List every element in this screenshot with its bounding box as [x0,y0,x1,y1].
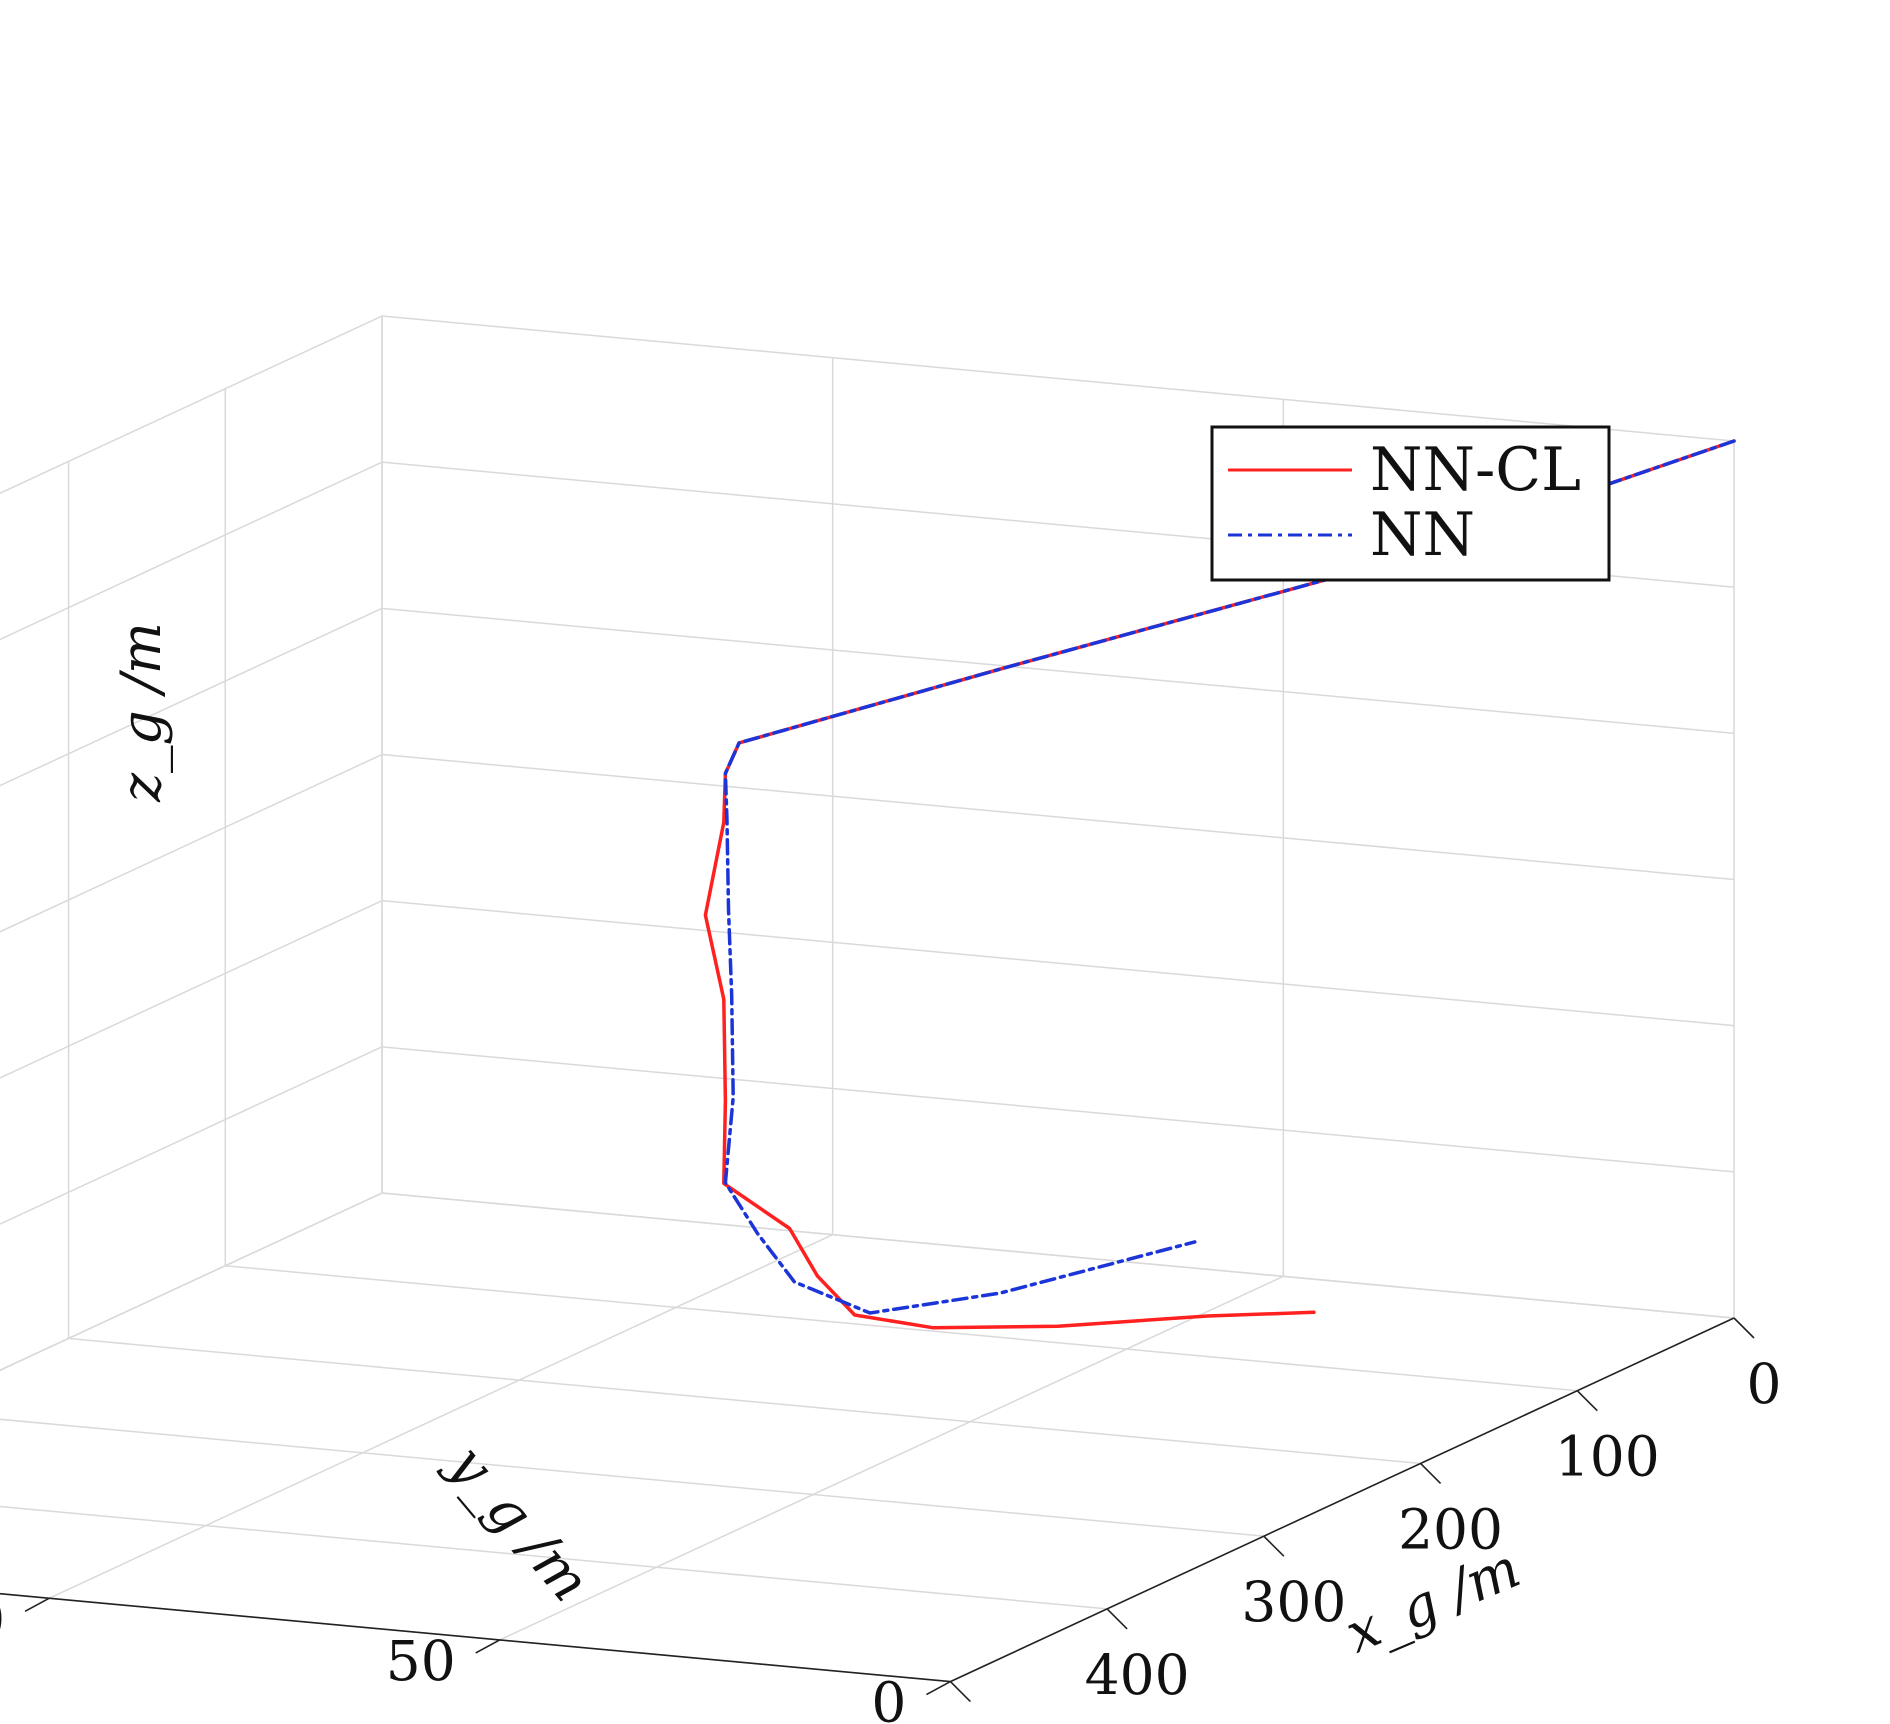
legend-label-nn-cl: NN-CL [1370,435,1581,505]
grid-line-floor-x [0,1505,1108,1610]
y-tick-label: 0 [871,1671,906,1724]
x-tick-label: 0 [1747,1352,1782,1416]
grid-line-wall-x-horiz [0,899,383,1079]
y-tick-label: 100 [0,1587,5,1651]
x-tick-label: 500 [928,1716,1033,1724]
y-axis-line [0,1592,951,1683]
grid-line-wall-x-horiz [0,607,383,787]
y-tick-mark [24,1597,50,1612]
y-axis-title: y_g /m [435,1430,603,1613]
x-tick-mark [1419,1462,1442,1485]
grid-line-floor-y [0,1192,383,1372]
grid-line-wall-y-horiz [381,753,1735,881]
y-tick-label: 50 [386,1629,456,1693]
x-axis-line [950,1317,1735,1683]
grid-line-wall-x-horiz [0,315,383,495]
grid-line-floor-x [68,1337,1421,1465]
grid-line-wall-y-horiz [381,899,1735,1027]
x-tick-label: 100 [1555,1425,1660,1489]
grid-line-wall-x-horiz [0,1046,383,1225]
tick-layer: 01002003004005000501001508009001 0001 10… [0,1317,1782,1724]
grid-line-wall-y-horiz [381,315,1735,442]
y-tick-mark [475,1639,501,1654]
y-tick-mark [926,1680,951,1696]
grid-line-wall-y-horiz [381,607,1735,735]
y-axis-label: y_g /m [435,1430,603,1613]
x-tick-mark [1263,1535,1285,1557]
x-tick-mark [949,1681,971,1703]
grid-line-floor-y [499,1275,1284,1641]
grid-line-wall-x-horiz [0,1192,383,1372]
grid-line-floor-x [0,1592,951,1683]
grid-line-wall-y-horiz [381,1046,1735,1173]
legend-box [1210,425,1611,582]
grid-line-floor-x [0,1418,1264,1537]
grid-line-wall-y-horiz [381,1192,1735,1319]
z-axis-title: z_g /m [109,622,173,803]
series-line-nn [723,439,1736,1315]
x-tick-mark [1106,1608,1128,1630]
grid-line-floor-y [48,1233,833,1599]
series-layer [703,439,1736,1330]
x-tick-label: 400 [1085,1643,1190,1707]
grid-line-wall-x-horiz [0,461,383,641]
legend-label-nn: NN [1370,500,1475,570]
grid-line-floor-x [225,1264,1578,1392]
axis-layer [0,1317,1735,1683]
x-tick-mark [1733,1317,1755,1339]
x-tick-label: 200 [1398,1497,1503,1561]
x-tick-mark [1576,1390,1598,1412]
grid-line-wall-x-horiz [0,753,383,933]
legend: NN-CL NN [1210,425,1611,582]
x-tick-label: 300 [1241,1570,1346,1634]
z-axis-label: z_g /m [109,622,173,803]
